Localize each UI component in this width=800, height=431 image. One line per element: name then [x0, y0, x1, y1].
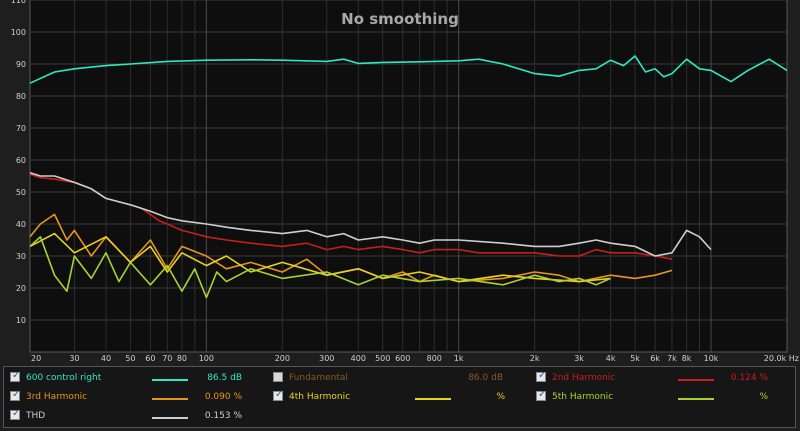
x-tick-label: 4k [606, 354, 616, 363]
x-tick-label: 60 [145, 354, 155, 363]
legend-entry-3rd-harmonic[interactable]: ✓ 3rd Harmonic 0.090 % [10, 388, 260, 406]
legend-value: 0.153 % [204, 411, 242, 421]
legend-swatch [415, 398, 451, 400]
check-icon: ✓ [538, 370, 547, 381]
y-tick-label: 50 [16, 188, 26, 197]
legend-value: % [759, 392, 768, 402]
legend-swatch [152, 379, 188, 381]
check-icon: ✓ [275, 389, 284, 400]
legend-value: 86.5 dB [207, 373, 242, 383]
x-tick-label: 600 [395, 354, 410, 363]
legend-panel: ✓ 600 control right 86.5 dB Fundamental … [3, 366, 796, 428]
x-tick-label: 400 [351, 354, 366, 363]
y-tick-label: 80 [16, 92, 26, 101]
legend-swatch [152, 398, 188, 400]
x-tick-label: 1k [454, 354, 464, 363]
y-tick-label: 40 [16, 220, 26, 229]
legend-value: 0.090 % [204, 392, 242, 402]
x-tick-label: 100 [199, 354, 214, 363]
legend-label: 3rd Harmonic [26, 392, 88, 402]
series-line-thd [29, 172, 712, 257]
x-tick-label: 50 [125, 354, 135, 363]
legend-entry-4th-harmonic[interactable]: ✓ 4th Harmonic % [273, 388, 523, 406]
x-tick-label: 2k [530, 354, 540, 363]
plot-area [29, 0, 788, 353]
y-tick-label: 30 [16, 252, 26, 261]
x-tick-label: 500 [375, 354, 390, 363]
series-line-4th-harmonic [29, 232, 611, 283]
legend-entry-thd[interactable]: ✓ THD 0.153 % [10, 407, 260, 425]
x-tick-label: 200 [275, 354, 290, 363]
x-tick-label: 8k [682, 354, 692, 363]
legend-label: 5th Harmonic [552, 392, 614, 402]
x-tick-label: 300 [319, 354, 334, 363]
checkbox[interactable]: ✓ [10, 389, 21, 401]
x-tick-label: 20 [31, 354, 41, 363]
legend-value: % [496, 392, 505, 402]
x-tick-label: 7k [667, 354, 677, 363]
legend-label: THD [26, 411, 46, 421]
x-tick-label: 80 [177, 354, 187, 363]
check-icon: ✓ [12, 389, 21, 400]
legend-swatch [152, 417, 188, 419]
legend-value: 0.124 % [730, 373, 768, 383]
x-tick-label: 20.0k Hz [764, 354, 799, 363]
checkbox[interactable]: ✓ [536, 370, 547, 382]
x-tick-label: 10k [704, 354, 719, 363]
x-tick-label: 6k [650, 354, 660, 363]
x-axis: 20 30 40 50 60 70 80 100 200 300 400 500 600 800 1k 2k 3… [31, 354, 799, 363]
x-tick-label: 5k [630, 354, 640, 363]
series-line-3rd-harmonic [29, 213, 673, 283]
legend-swatch [678, 379, 714, 381]
legend-label: 600 control right [26, 373, 102, 383]
x-tick-label: 3k [574, 354, 584, 363]
legend-label: 4th Harmonic [289, 392, 351, 402]
y-tick-label: 60 [16, 156, 26, 165]
check-icon: ✓ [538, 389, 547, 400]
y-tick-label: 100 [11, 28, 26, 37]
y-tick-label: 70 [16, 124, 26, 133]
checkbox[interactable]: ✓ [273, 389, 284, 401]
y-axis: 10 20 30 40 50 60 70 80 90 100 110 [11, 0, 26, 325]
legend-entry-2nd-harmonic[interactable]: ✓ 2nd Harmonic 0.124 % [536, 369, 786, 387]
grid [30, 0, 787, 352]
legend-entry-fundamental[interactable]: Fundamental 86.0 dB [273, 369, 523, 387]
series-line-5th-harmonic [29, 236, 611, 299]
legend-entry-600-control-right[interactable]: ✓ 600 control right 86.5 dB [10, 369, 260, 387]
chart-title: No smoothing [341, 10, 459, 28]
checkbox[interactable]: ✓ [10, 408, 21, 420]
check-icon: ✓ [12, 408, 21, 419]
legend-label: Fundamental [289, 373, 348, 383]
legend-entry-5th-harmonic[interactable]: ✓ 5th Harmonic % [536, 388, 786, 406]
x-tick-label: 800 [427, 354, 442, 363]
x-tick-label: 30 [69, 354, 79, 363]
check-icon: ✓ [12, 370, 21, 381]
y-tick-label: 90 [16, 60, 26, 69]
legend-value: 86.0 dB [468, 373, 503, 383]
series-line-600-control-right [29, 55, 788, 84]
checkbox[interactable]: ✓ [536, 389, 547, 401]
x-tick-label: 70 [162, 354, 172, 363]
checkbox[interactable] [273, 372, 283, 382]
legend-label: 2nd Harmonic [552, 373, 616, 383]
series-lines [29, 55, 788, 299]
y-tick-label: 10 [16, 316, 26, 325]
checkbox[interactable]: ✓ [10, 370, 21, 382]
x-tick-label: 40 [101, 354, 111, 363]
y-tick-label: 110 [11, 0, 26, 5]
legend-swatch [678, 398, 714, 400]
y-tick-label: 20 [16, 284, 26, 293]
